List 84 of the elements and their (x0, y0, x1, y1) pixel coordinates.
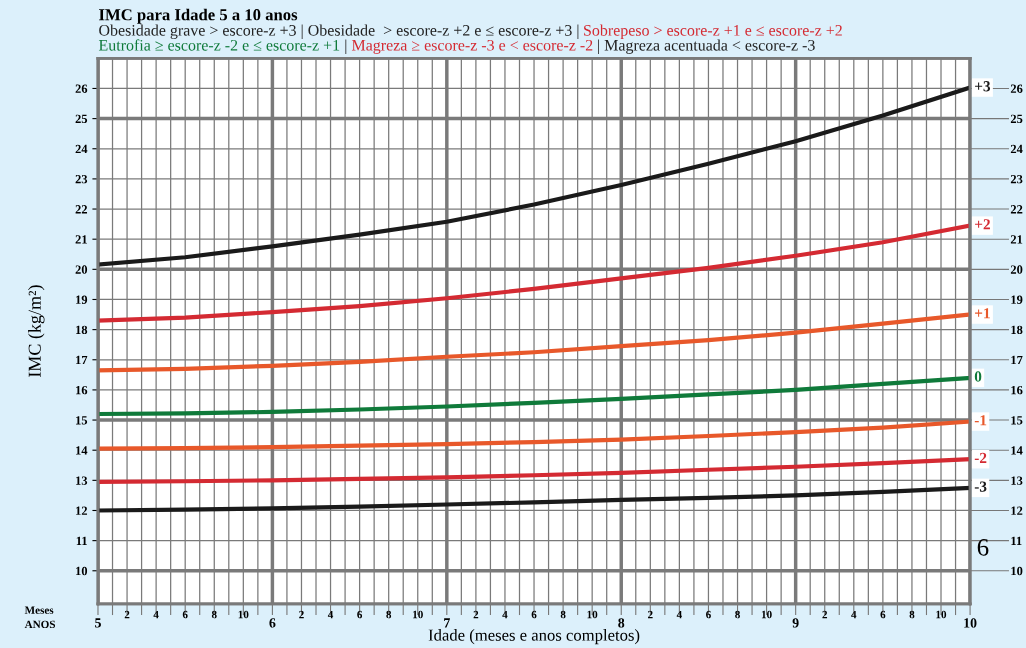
y2-tick-label: 24 (1010, 144, 1023, 154)
chart-title: IMC para Idade 5 a 10 anos (99, 8, 298, 24)
x-tick-label: 10 (964, 618, 977, 628)
y-axis-title: IMC (kg/m²) (28, 285, 45, 378)
text: 4 (153, 610, 159, 619)
text: 6 (531, 610, 537, 619)
x-tick-label: 7 (444, 618, 450, 628)
y-tick-label: 17 (76, 355, 88, 365)
text: 10 (238, 610, 249, 619)
x-tick-label: 6 (269, 618, 276, 628)
text: 10 (587, 610, 598, 619)
y2-tick-label: 17 (1011, 355, 1023, 365)
y-tick-label: 15 (76, 416, 88, 425)
text: Sobrepeso > escore-z +1 e ≤ escore-z +2 (584, 24, 842, 39)
series-label: -2 (974, 452, 987, 463)
y-tick-label: 12 (76, 506, 88, 515)
y2-tick-label: 11 (1011, 536, 1022, 545)
y2-tick-label: 21 (1010, 235, 1023, 244)
y-tick-label: 22 (75, 205, 88, 214)
y2-tick-label: 25 (1010, 114, 1023, 124)
text: 4 (851, 610, 857, 619)
y-tick-label: 23 (75, 174, 88, 184)
text: Meses (24, 606, 54, 614)
text: Obesidade grave > escore-z +3 | Obesidade > escore-z +2 e ≤ escore-z +3 | (99, 24, 579, 40)
text: 2 (299, 610, 304, 619)
y2-tick-label: 12 (1011, 506, 1023, 515)
text: 8 (909, 610, 915, 619)
text: | Magreza acentuada < escore-z -3 (598, 39, 815, 54)
text: ANOS (24, 620, 56, 629)
y-tick-label: 14 (76, 446, 88, 455)
y2-tick-label: 19 (1011, 295, 1023, 304)
series-label: -1 (974, 415, 987, 426)
y2-tick-label: 13 (1011, 476, 1023, 485)
y-tick-label: 21 (75, 235, 87, 244)
text: 8 (386, 610, 392, 619)
text: | (345, 39, 347, 54)
y2-tick-label: 26 (1010, 84, 1023, 93)
y-tick-label: 10 (76, 566, 88, 576)
y-tick-label: 19 (76, 295, 88, 304)
y2-tick-label: 14 (1011, 446, 1023, 455)
text: 2 (822, 610, 828, 619)
text: 4 (327, 610, 334, 619)
y2-tick-label: 10 (1011, 566, 1023, 576)
text: 4 (676, 610, 682, 619)
series-label: +2 (975, 219, 990, 230)
y2-tick-label: 15 (1011, 416, 1023, 425)
text: 10 (413, 610, 423, 619)
text: 8 (735, 610, 740, 619)
text: Eutrofia ≥ escore-z -2 e ≤ escore-z +1 (98, 39, 340, 51)
text: 10 (761, 610, 772, 619)
y2-tick-label: 16 (1011, 385, 1023, 395)
y-tick-label: 13 (76, 476, 88, 485)
y2-tick-label: 20 (1010, 265, 1023, 274)
text: 10 (936, 610, 947, 619)
text: 6 (706, 610, 711, 619)
text: 2 (124, 610, 130, 619)
y-tick-label: 20 (75, 265, 88, 274)
x-tick-label: 9 (792, 618, 799, 628)
series-label: +1 (975, 308, 990, 319)
series-label: +3 (975, 81, 991, 92)
text: Magreza ≥ escore-z -3 e < escore-z -2 (351, 39, 593, 54)
y-tick-label: 18 (76, 325, 88, 335)
y2-tick-label: 22 (1010, 205, 1023, 214)
x-tick-label: 8 (618, 618, 625, 628)
text: 6 (182, 610, 188, 619)
x-axis-title: Idade (meses e anos completos) (428, 629, 640, 645)
series-label: 0 (974, 371, 982, 382)
y-tick-label: 25 (75, 114, 88, 124)
text: 6 (880, 610, 886, 619)
text: 6 (977, 538, 989, 556)
y2-tick-label: 18 (1011, 325, 1023, 335)
text: 6 (357, 610, 363, 619)
series-label: -3 (974, 481, 987, 492)
y-tick-label: 11 (76, 536, 87, 545)
y-tick-label: 26 (75, 84, 88, 93)
text: 8 (560, 610, 566, 619)
text: 4 (502, 610, 508, 619)
text: 2 (473, 610, 479, 619)
x-tick-label: 5 (95, 618, 101, 628)
y-tick-label: 24 (75, 144, 88, 154)
text: 2 (648, 610, 653, 619)
text: 8 (211, 610, 217, 619)
y2-tick-label: 23 (1010, 174, 1023, 184)
y-tick-label: 16 (76, 385, 88, 395)
